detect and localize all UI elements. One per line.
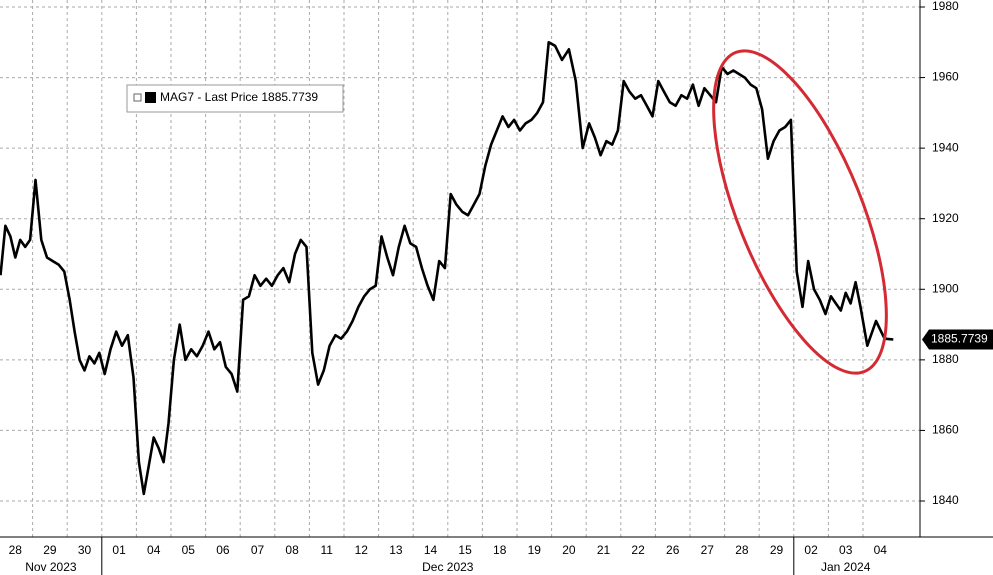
y-tick-label: 1900 [932, 281, 959, 295]
x-tick-label: 04 [874, 543, 888, 557]
x-tick-label: 12 [355, 543, 369, 557]
price-line [0, 41, 894, 496]
month-label: Nov 2023 [25, 560, 77, 574]
x-tick-label: 03 [839, 543, 853, 557]
x-tick-label: 22 [631, 543, 645, 557]
x-tick-label: 28 [735, 543, 749, 557]
x-tick-label: 30 [78, 543, 92, 557]
x-tick-label: 13 [389, 543, 403, 557]
x-tick-label: 11 [320, 543, 333, 557]
x-tick-label: 26 [666, 543, 680, 557]
highlight-ellipse [712, 49, 888, 375]
y-tick-label: 1980 [932, 0, 959, 13]
x-tick-label: 07 [251, 543, 265, 557]
x-tick-label: 21 [597, 543, 611, 557]
month-label: Jan 2024 [821, 560, 871, 574]
x-tick-label: 02 [804, 543, 818, 557]
y-tick-label: 1880 [932, 352, 959, 366]
y-tick-label: 1960 [932, 70, 959, 84]
x-tick-label: 01 [112, 543, 126, 557]
x-tick-label: 27 [701, 543, 715, 557]
x-tick-label: 08 [285, 543, 299, 557]
y-tick-label: 1860 [932, 423, 959, 437]
y-tick-label: 1840 [932, 493, 959, 507]
legend-text: MAG7 - Last Price 1885.7739 [160, 90, 318, 104]
x-tick-label: 18 [493, 543, 507, 557]
legend-box [126, 84, 344, 113]
legend-toggle [133, 93, 142, 102]
legend: MAG7 - Last Price 1885.7739 [126, 84, 344, 113]
legend-swatch [145, 92, 156, 103]
x-tick-label: 28 [9, 543, 23, 557]
x-tick-label: 14 [424, 543, 438, 557]
x-tick-label: 04 [147, 543, 161, 557]
x-tick-label: 19 [528, 543, 542, 557]
month-label: Dec 2023 [422, 560, 474, 574]
x-tick-label: 05 [182, 543, 196, 557]
last-value-tag [922, 329, 993, 350]
y-tick-label: 1920 [932, 211, 959, 225]
last-value-label: 1885.7739 [931, 332, 988, 346]
x-tick-label: 29 [770, 543, 784, 557]
x-tick-label: 06 [216, 543, 230, 557]
x-tick-label: 15 [458, 543, 472, 557]
x-tick-label: 20 [562, 543, 576, 557]
x-tick-label: 29 [43, 543, 57, 557]
y-tick-label: 1940 [932, 140, 959, 154]
